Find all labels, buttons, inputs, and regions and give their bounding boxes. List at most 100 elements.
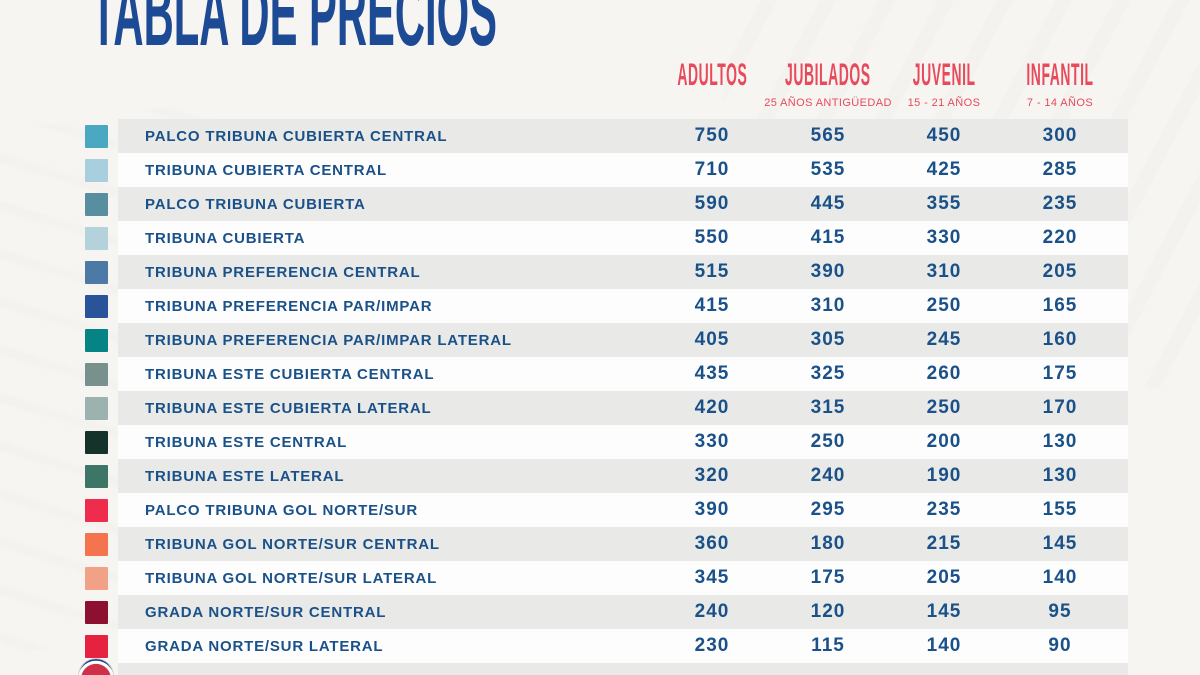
price-cell-adultos: 230: [694, 635, 730, 656]
price-cell-adultos: 415: [694, 295, 730, 316]
table-row: TRIBUNA GOL NORTE/SUR CENTRAL 360 180 21…: [85, 527, 1128, 561]
price-cell-infantil: 160: [1042, 329, 1078, 350]
price-cell-adultos: 345: [694, 567, 730, 588]
column-header-sublabel: 7 - 14 AÑOS: [1026, 97, 1094, 109]
table-row: TRIBUNA GOL NORTE/SUR LATERAL 345 175 20…: [85, 561, 1128, 595]
row-stripe: TRIBUNA ESTE CUBIERTA LATERAL 420 315 25…: [118, 391, 1128, 425]
page-title-text: TABLA DE PRECIOS: [91, 0, 497, 47]
column-header-label: JUBILADOS: [785, 57, 871, 93]
price-cell-juvenil: 200: [926, 431, 962, 452]
row-stripe: TRIBUNA PREFERENCIA PAR/IMPAR LATERAL 40…: [118, 323, 1128, 357]
row-stripe: TRIBUNA PREFERENCIA PAR/IMPAR 415 310 25…: [118, 289, 1128, 323]
price-cell-infantil: 300: [1042, 125, 1078, 146]
zone-label: TRIBUNA ESTE CENTRAL: [145, 433, 348, 451]
zone-label: TRIBUNA ESTE CUBIERTA CENTRAL: [145, 365, 435, 383]
price-cell-jubilados: 565: [810, 125, 846, 146]
column-header-jubilados: JUBILADOS 25 AÑOS ANTIGÜEDAD: [764, 56, 891, 112]
column-headers: ADULTOS JUBILADOS 25 AÑOS ANTIGÜEDAD JUV…: [85, 56, 1128, 110]
price-cell-adultos: 435: [694, 363, 730, 384]
column-header-adultos: ADULTOS: [654, 56, 770, 112]
price-cell-juvenil: 145: [926, 601, 962, 622]
table-row: TRIBUNA ESTE CUBIERTA LATERAL 420 315 25…: [85, 391, 1128, 425]
zone-color-swatch: [85, 396, 108, 420]
price-cell-juvenil: 425: [926, 159, 962, 180]
table-row: TRIBUNA ESTE CENTRAL 330 250 200 130: [85, 425, 1128, 459]
price-cell-infantil: 235: [1042, 193, 1078, 214]
zone-color-swatch: [85, 294, 108, 318]
column-header-label: ADULTOS: [676, 57, 748, 93]
zone-color-swatch: [85, 328, 108, 352]
row-stripe: GRADA NORTE/SUR CENTRAL 240 120 145 95: [118, 595, 1128, 629]
price-cell-adultos: 420: [694, 397, 730, 418]
column-header-juvenil: JUVENIL 15 - 21 AÑOS: [886, 56, 1002, 112]
price-cell-infantil: 130: [1042, 431, 1078, 452]
row-stripe: PALCO TRIBUNA CUBIERTA CENTRAL 750 565 4…: [118, 119, 1128, 153]
price-cell-juvenil: 190: [926, 465, 962, 486]
row-stripe: GRADA NORTE/SUR LATERAL 230 115 140 90: [118, 629, 1128, 663]
price-cell-infantil: 220: [1042, 227, 1078, 248]
price-cell-infantil: 165: [1042, 295, 1078, 316]
price-cell-infantil: 90: [1048, 635, 1072, 656]
price-cell-jubilados: 240: [810, 465, 846, 486]
price-cell-jubilados: 115: [811, 635, 845, 656]
price-cell-infantil: 130: [1042, 465, 1078, 486]
price-cell-juvenil: 215: [926, 533, 962, 554]
column-header-label: JUVENIL: [912, 57, 976, 93]
zone-label: PALCO TRIBUNA GOL NORTE/SUR: [145, 501, 418, 519]
table-row: GRADA NORTE/SUR LATERAL 230 115 140 90: [85, 629, 1128, 663]
column-header-sublabel: 15 - 21 AÑOS: [907, 97, 981, 109]
zone-label: TRIBUNA PREFERENCIA CENTRAL: [145, 263, 421, 281]
price-cell-adultos: 405: [694, 329, 730, 350]
table-row: TRIBUNA CUBIERTA 550 415 330 220: [85, 221, 1128, 255]
price-cell-juvenil: 250: [926, 397, 962, 418]
zone-label: PALCO TRIBUNA CUBIERTA CENTRAL: [145, 127, 448, 145]
row-stripe: TRIBUNA GOL NORTE/SUR CENTRAL 360 180 21…: [118, 527, 1128, 561]
table-row: TRIBUNA ESTE LATERAL 320 240 190 130: [85, 459, 1128, 493]
column-header-label: INFANTIL: [1026, 57, 1094, 93]
price-cell-juvenil: 330: [926, 227, 962, 248]
price-cell-infantil: 285: [1042, 159, 1078, 180]
zone-color-swatch: [85, 566, 108, 590]
table-row: TRIBUNA PREFERENCIA CENTRAL 515 390 310 …: [85, 255, 1128, 289]
table-row: PALCO TRIBUNA GOL NORTE/SUR 390 295 235 …: [85, 493, 1128, 527]
zone-color-swatch: [85, 634, 108, 658]
zone-label: GRADA NORTE/SUR LATERAL: [145, 637, 384, 655]
row-stripe: TRIBUNA ESTE CENTRAL 330 250 200 130: [118, 425, 1128, 459]
price-cell-adultos: 710: [694, 159, 730, 180]
table-row: PALCO TRIBUNA CUBIERTA 590 445 355 235: [85, 187, 1128, 221]
price-cell-jubilados: 325: [810, 363, 846, 384]
price-cell-jubilados: 305: [810, 329, 846, 350]
table-row: GRADA NORTE/SUR CENTRAL 240 120 145 95: [85, 595, 1128, 629]
price-cell-jubilados: 180: [810, 533, 846, 554]
price-cell-adultos: 590: [694, 193, 730, 214]
zone-label: TRIBUNA PREFERENCIA PAR/IMPAR LATERAL: [145, 331, 512, 349]
price-cell-juvenil: 235: [926, 499, 962, 520]
row-stripe: PALCO TRIBUNA GOL NORTE/SUR 390 295 235 …: [118, 493, 1128, 527]
zone-color-swatch: [85, 226, 108, 250]
row-stripe: TRIBUNA ESTE CUBIERTA CENTRAL 435 325 26…: [118, 357, 1128, 391]
price-cell-jubilados: 250: [810, 431, 846, 452]
price-cell-adultos: 750: [694, 125, 730, 146]
zone-label: TRIBUNA ESTE LATERAL: [145, 467, 345, 485]
zone-color-swatch: [85, 430, 108, 454]
price-cell-infantil: 170: [1042, 397, 1078, 418]
zone-label: TRIBUNA GOL NORTE/SUR LATERAL: [145, 569, 438, 587]
zone-color-swatch: [85, 260, 108, 284]
price-cell-adultos: 360: [694, 533, 730, 554]
price-cell-juvenil: 245: [926, 329, 962, 350]
price-cell-adultos: 550: [694, 227, 730, 248]
price-table-body: PALCO TRIBUNA CUBIERTA CENTRAL 750 565 4…: [85, 119, 1128, 663]
price-cell-juvenil: 260: [926, 363, 962, 384]
zone-label: TRIBUNA CUBIERTA CENTRAL: [145, 161, 387, 179]
price-cell-juvenil: 250: [926, 295, 962, 316]
table-row: TRIBUNA ESTE CUBIERTA CENTRAL 435 325 26…: [85, 357, 1128, 391]
zone-color-swatch: [85, 192, 108, 216]
table-row: PALCO TRIBUNA CUBIERTA CENTRAL 750 565 4…: [85, 119, 1128, 153]
price-cell-adultos: 330: [694, 431, 730, 452]
price-cell-juvenil: 355: [926, 193, 962, 214]
column-header-infantil: INFANTIL 7 - 14 AÑOS: [1002, 56, 1118, 112]
zone-color-swatch: [85, 532, 108, 556]
price-cell-jubilados: 535: [810, 159, 846, 180]
zone-label: TRIBUNA PREFERENCIA PAR/IMPAR: [145, 297, 433, 315]
